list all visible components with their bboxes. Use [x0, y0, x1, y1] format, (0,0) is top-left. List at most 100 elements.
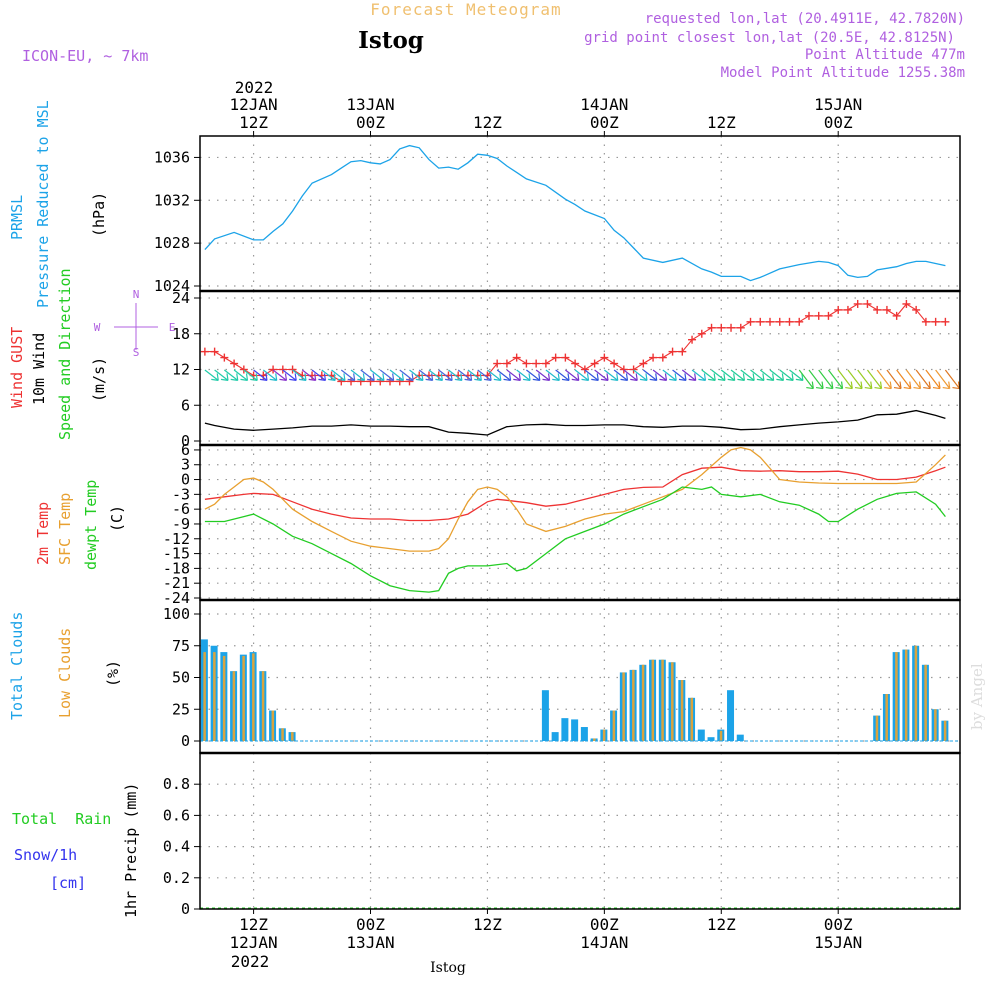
wind-arrow-head	[698, 378, 706, 381]
wind-arrow	[428, 369, 443, 381]
wind-arrow	[418, 369, 433, 381]
wind-arrow	[847, 369, 863, 389]
wind-arrow	[827, 369, 844, 389]
wind-arrow	[574, 369, 589, 381]
low-cloud-bar	[242, 655, 245, 741]
low-cloud-bar	[895, 652, 898, 741]
wind-arrow-head	[294, 373, 297, 381]
wind-arrow-head	[333, 373, 336, 381]
low-cloud-bar	[213, 652, 216, 741]
wind-arrow-head	[314, 373, 317, 381]
wind-arrow	[448, 369, 463, 381]
snow-label: Snow/1h	[14, 846, 77, 864]
wind-arrow-head	[625, 373, 629, 381]
wind-arrow-head	[493, 378, 501, 381]
wind-arrow-head	[323, 373, 327, 381]
y-tick-label: 0	[181, 471, 190, 489]
wind-arrow	[886, 369, 902, 389]
wind-arrow	[857, 369, 873, 389]
temp2m-line	[204, 466, 946, 522]
low-cloud-bar	[719, 730, 723, 741]
wind-arrow-head	[337, 378, 346, 381]
wind-arrow-head	[522, 378, 531, 381]
wind-arrow	[730, 369, 745, 381]
top-time-label: 00Z	[590, 113, 619, 132]
wind-arrow-head	[850, 381, 853, 389]
wind-arrow	[506, 369, 521, 381]
wind-arrow	[613, 369, 628, 381]
wind-arrow-head	[259, 378, 268, 381]
wind-arrow-head	[479, 373, 482, 381]
wind-arrow-head	[639, 378, 648, 381]
requested-coords: requested lon,lat (20.4911E, 42.7820N)	[645, 11, 965, 27]
wind-arrow-head	[727, 378, 735, 381]
wind-arrow-head	[752, 373, 755, 381]
low-cloud-bar	[602, 729, 606, 741]
wind-arrow	[681, 369, 697, 381]
total-cloud-bar	[697, 729, 705, 741]
wind-arrow-head	[659, 378, 667, 381]
wind-arrow	[652, 369, 667, 381]
wind-arrow-head	[518, 373, 521, 381]
wind-speed-line	[204, 409, 946, 436]
wind-arrow-head	[860, 381, 863, 389]
wind-arrow-head	[840, 381, 844, 389]
wind-arrow-head	[372, 373, 375, 381]
bottom-year: 2022	[231, 952, 270, 971]
wind-arrow-head	[713, 373, 716, 381]
wind-arrow-head	[454, 378, 462, 381]
wind-arrow-head	[854, 386, 863, 390]
sfc-label: SFC Temp	[56, 493, 74, 565]
wind-arrow-head	[703, 373, 707, 381]
wind-arrow-head	[586, 373, 590, 381]
y-tick-label: -3	[172, 485, 190, 503]
wind-arrow-head	[382, 373, 385, 381]
wind-arrow	[214, 369, 229, 381]
wind-arrow	[642, 369, 658, 381]
wind-arrow-head	[864, 386, 872, 390]
wind-arrow	[272, 369, 287, 381]
sfc-temp-line	[204, 446, 946, 552]
wind-arrow-head	[776, 378, 784, 381]
low-clouds-label: Low Clouds	[56, 628, 74, 718]
wind-arrow	[467, 369, 482, 381]
wind-arrow	[623, 369, 638, 381]
wind-arrow-head	[347, 378, 355, 381]
wind-arrow-head	[265, 373, 268, 381]
y-tick-label: -6	[172, 500, 190, 518]
y-tick-label: -24	[163, 589, 190, 607]
wind-arrow-head	[893, 386, 902, 390]
y-tick-label: -12	[163, 530, 190, 548]
wind-arrow	[555, 369, 570, 381]
wind-arrow-head	[747, 378, 755, 381]
bottom-time-label: 00Z	[356, 915, 385, 934]
wind-arrow-head	[899, 381, 902, 389]
wind-arrow-head	[913, 386, 921, 390]
wind-arrow-head	[362, 373, 366, 381]
cloud-labels: Total Clouds Low Clouds (%)	[8, 612, 122, 720]
wind-arrow-head	[655, 373, 658, 381]
wind-arrow	[496, 369, 511, 381]
wind-arrow-head	[255, 373, 258, 381]
compass-rose: N S W E	[94, 288, 176, 359]
dewpt-line	[204, 486, 946, 593]
wind-arrow-head	[318, 378, 326, 381]
panel-frame	[199, 135, 961, 292]
wind-arrow	[233, 369, 248, 381]
wind-arrow-head	[308, 378, 316, 381]
wind-arrow-head	[386, 378, 394, 381]
top-time-label: 12Z	[707, 113, 736, 132]
wind-arrow	[340, 369, 356, 381]
wind-arrow	[292, 369, 307, 381]
wind-arrow-head	[811, 381, 814, 389]
wind-arrow-head	[669, 378, 677, 381]
page-title: Istog	[358, 27, 424, 54]
wind-arrow-head	[889, 381, 892, 389]
point-altitude: Point Altitude 477m	[805, 47, 965, 63]
compass-s: S	[133, 346, 140, 359]
wind-arrow-head	[250, 378, 258, 381]
low-cloud-bar	[934, 709, 937, 741]
bottom-time-label: 00Z	[590, 915, 619, 934]
wind-arrow-head	[226, 373, 229, 381]
top-time-label: 00Z	[824, 113, 853, 132]
